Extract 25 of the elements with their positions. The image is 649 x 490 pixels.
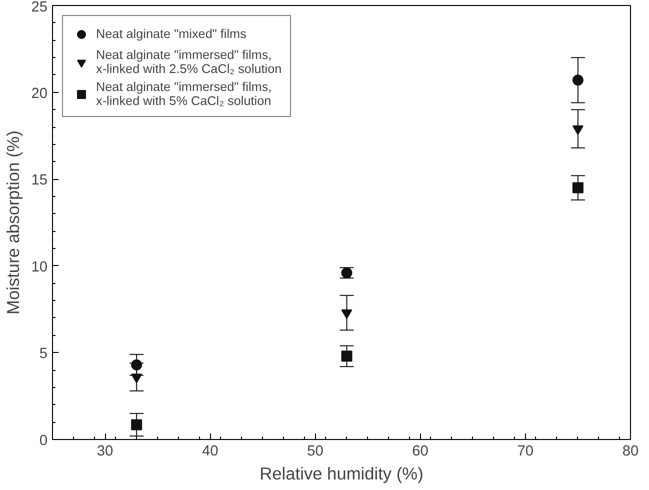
point bbox=[572, 125, 584, 136]
y-tick-label: 15 bbox=[31, 172, 48, 189]
point bbox=[572, 74, 584, 86]
x-tick-label: 70 bbox=[517, 444, 534, 460]
x-tick-label: 30 bbox=[96, 444, 114, 460]
x-tick-label: 80 bbox=[622, 444, 639, 460]
point bbox=[131, 419, 142, 430]
point bbox=[131, 374, 142, 384]
y-tick-label: 20 bbox=[31, 86, 48, 102]
x-tick-label: 50 bbox=[307, 444, 324, 460]
y-tick-label: 25 bbox=[31, 0, 48, 16]
point bbox=[131, 359, 142, 370]
point bbox=[572, 182, 584, 194]
legend-label: Neat alginate "immersed" films, x-linked with 2.5% CaCl₂ solution bbox=[96, 48, 282, 76]
y-tick-label: 0 bbox=[39, 433, 48, 449]
y-tick-label: 5 bbox=[39, 346, 48, 362]
y-axis-title: Moisture absorption (%) bbox=[3, 130, 24, 314]
legend-label: Neat alginate "immersed" films, x-linked with 5% CaCl₂ solution bbox=[96, 80, 272, 108]
point bbox=[341, 350, 352, 362]
x-axis-title: Relative humidity (%) bbox=[260, 464, 424, 484]
x-tick-label: 60 bbox=[412, 444, 428, 460]
legend-label: Neat alginate "mixed" films bbox=[96, 27, 246, 41]
y-tick-label: 10 bbox=[31, 259, 48, 276]
x-tick-label: 40 bbox=[202, 444, 218, 460]
point bbox=[341, 309, 352, 320]
